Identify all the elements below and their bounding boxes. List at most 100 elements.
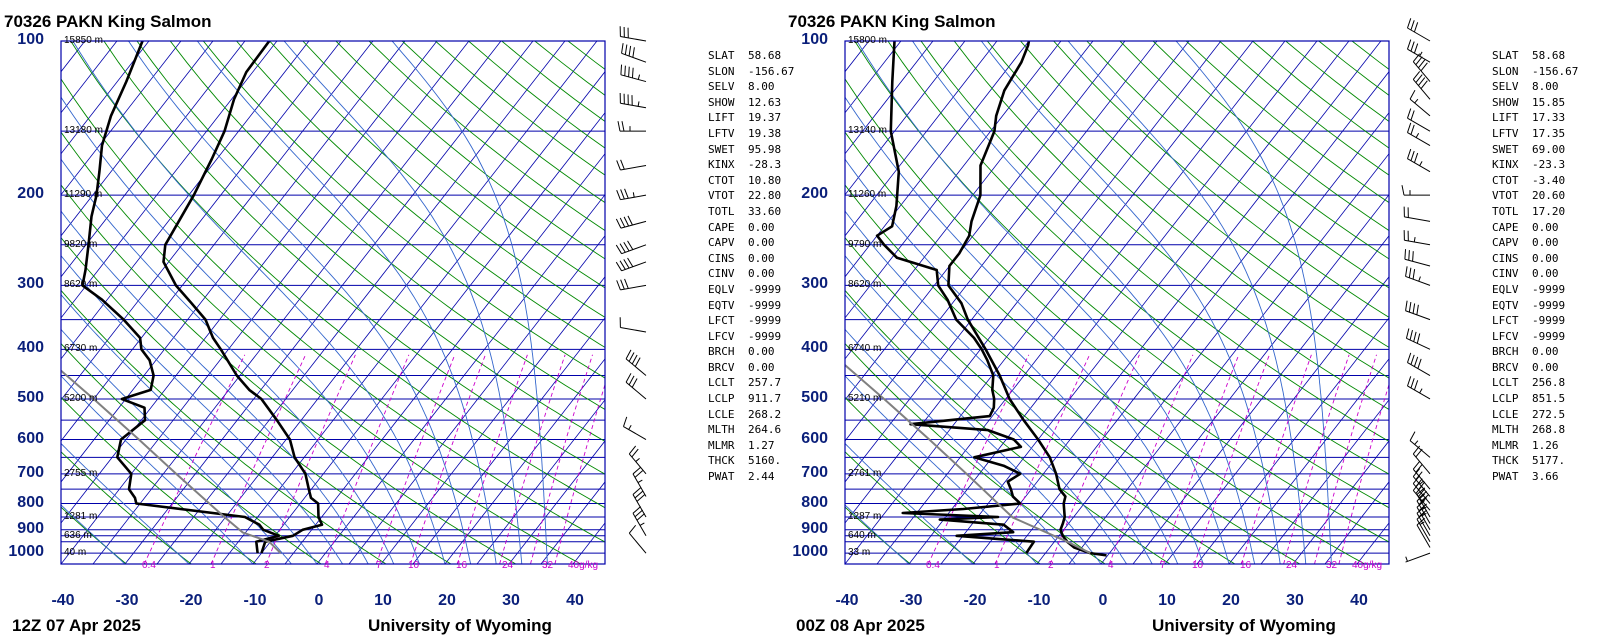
index-row: BRCV 0.00 <box>708 360 798 376</box>
dry-adiabat <box>302 41 605 289</box>
moist-adiabat <box>845 293 1102 564</box>
chart-title: 70326 PAKN King Salmon <box>4 12 212 31</box>
index-value: 19.37 <box>748 111 782 125</box>
index-value: 0.00 <box>1532 236 1559 250</box>
moist-adiabat <box>856 41 1230 564</box>
wind-barb <box>1407 376 1431 400</box>
dry-adiabat <box>236 41 605 348</box>
index-value: 0.00 <box>1532 360 1559 374</box>
isotherm <box>908 41 1318 564</box>
index-value: 257.7 <box>748 376 782 390</box>
index-row: LCLT 256.8 <box>1492 375 1582 391</box>
index-value: 5160. <box>748 454 782 468</box>
temperature-profile <box>947 41 1107 557</box>
index-value: -9999 <box>1532 329 1566 343</box>
height-label: 15850 m <box>64 35 103 46</box>
index-key: SHOW <box>708 95 735 109</box>
index-value: 17.20 <box>1532 204 1566 218</box>
index-value: -9999 <box>1532 282 1566 296</box>
mixing-ratio-label: 10 <box>408 560 420 571</box>
height-label: 636 m <box>64 529 92 541</box>
pressure-tick-label: 400 <box>17 339 44 357</box>
isotherm <box>845 41 870 73</box>
height-label: 15800 m <box>848 35 887 46</box>
dry-adiabat <box>845 396 1041 564</box>
index-value: 0.00 <box>748 345 775 359</box>
index-row: MLTH 264.6 <box>708 422 798 438</box>
isotherm <box>0 41 21 564</box>
index-key: LCLE <box>1492 407 1519 421</box>
index-key: TOTL <box>708 204 735 218</box>
index-key: SLON <box>708 64 735 78</box>
index-key: VTOT <box>1492 189 1519 203</box>
index-row: CTOT -3.40 <box>1492 173 1582 189</box>
isotherm <box>972 41 1382 564</box>
index-row: TOTL 33.60 <box>708 204 798 220</box>
index-row: LCLP 851.5 <box>1492 391 1582 407</box>
isotherm <box>188 41 598 564</box>
index-key: SWET <box>708 142 735 156</box>
index-value: 0.00 <box>1532 251 1559 265</box>
mixing-ratio-line <box>265 354 356 564</box>
isotherm <box>61 41 406 483</box>
height-label: 11290 m <box>64 189 103 201</box>
dry-adiabat <box>845 342 1106 564</box>
index-value: 58.68 <box>1532 49 1566 62</box>
index-key: THCK <box>708 454 735 468</box>
pressure-tick-label: 800 <box>801 493 828 511</box>
dry-adiabat <box>61 451 192 564</box>
wind-barb <box>1405 266 1431 286</box>
isotherm <box>252 112 605 564</box>
isotherm <box>61 41 470 564</box>
index-key: SLAT <box>708 49 735 62</box>
pressure-tick-label: 200 <box>801 185 828 203</box>
index-key: CAPV <box>1492 236 1519 250</box>
mixing-ratio-label: 24 <box>1286 560 1298 571</box>
isotherm <box>1164 276 1389 564</box>
index-row: PWAT 2.44 <box>708 469 798 485</box>
isotherm <box>1036 112 1389 564</box>
wind-barb <box>616 159 647 171</box>
moist-adiabat <box>845 504 910 564</box>
index-value: -9999 <box>1532 298 1566 312</box>
temperature-tick-label: 30 <box>502 592 520 609</box>
pressure-tick-label: 600 <box>17 429 44 447</box>
wind-barb <box>1407 148 1431 173</box>
height-label: 33 m <box>848 547 871 559</box>
index-value: -9999 <box>1532 314 1566 328</box>
index-row: LCLE 272.5 <box>1492 407 1582 423</box>
index-row: LCLE 268.2 <box>708 407 798 423</box>
isotherm <box>845 41 1190 483</box>
index-value: 8.00 <box>748 80 775 94</box>
index-key: KINX <box>1492 158 1519 172</box>
index-key: BRCV <box>1492 360 1519 374</box>
dry-adiabat <box>61 184 517 564</box>
isotherm <box>845 41 902 114</box>
index-value: 10.80 <box>748 173 782 187</box>
pressure-tick-label: 900 <box>801 519 828 537</box>
index-row: LFTV 19.38 <box>708 126 798 142</box>
index-row: SLAT 58.68 <box>1492 48 1582 64</box>
stability-indices: SLAT 58.68 SLON -156.67 SELV 8.00 SHOW 12.63 LIF… <box>708 48 798 485</box>
dry-adiabat <box>61 289 387 564</box>
index-row: KINX -28.3 <box>708 157 798 173</box>
mixing-ratio-label: 1 <box>994 560 1000 571</box>
index-key: LIFT <box>708 111 735 125</box>
index-value: 1.27 <box>748 438 775 452</box>
dry-adiabat <box>845 451 976 564</box>
isotherm <box>380 276 605 564</box>
moist-adiabat <box>845 442 974 564</box>
isotherm <box>845 41 1158 442</box>
index-key: MLMR <box>708 438 735 452</box>
index-key: CINV <box>708 267 735 281</box>
index-value: 256.8 <box>1532 376 1566 390</box>
wind-barb <box>616 278 647 291</box>
index-row: CAPE 0.00 <box>708 220 798 236</box>
isotherm <box>845 41 966 196</box>
temperature-tick-label: 10 <box>1158 592 1176 609</box>
wind-barb <box>1416 517 1431 548</box>
wind-barb <box>1407 108 1431 132</box>
height-label: 2755 m <box>64 467 98 479</box>
wind-barb <box>632 487 647 518</box>
mixing-ratio-label: 4 <box>324 560 330 571</box>
